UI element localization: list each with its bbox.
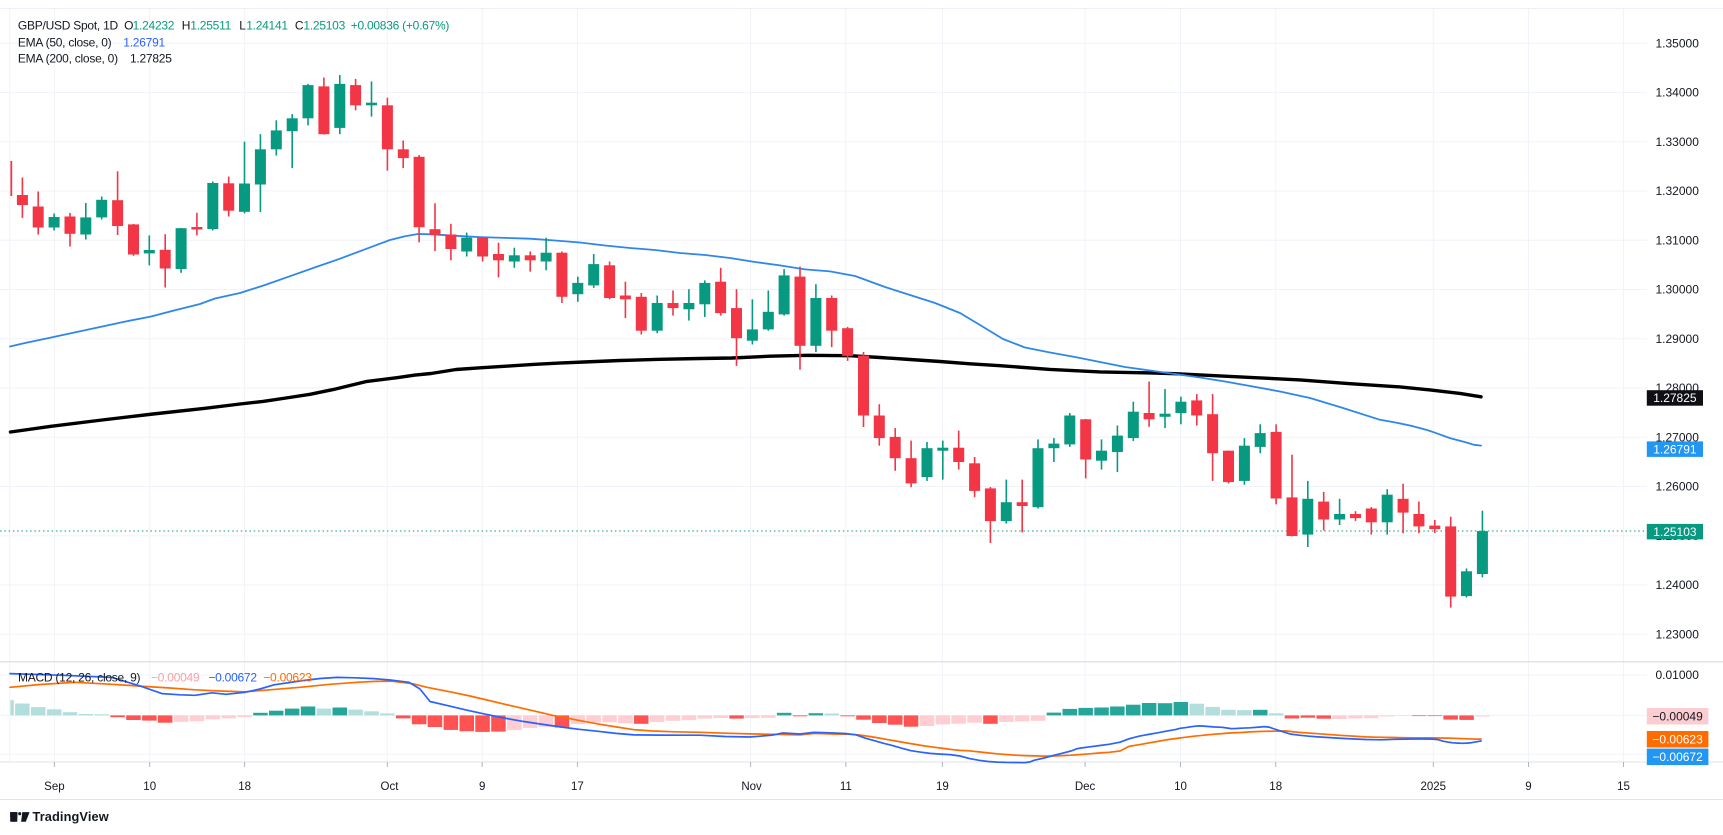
- svg-text:−0.00049: −0.00049: [151, 671, 200, 685]
- svg-text:1.30000: 1.30000: [1656, 283, 1700, 297]
- svg-text:1.24141: 1.24141: [246, 19, 288, 33]
- svg-text:2025: 2025: [1421, 781, 1447, 793]
- svg-text:1.29000: 1.29000: [1656, 332, 1700, 346]
- svg-text:1.26791: 1.26791: [1653, 442, 1697, 456]
- svg-text:−0.00672: −0.00672: [208, 671, 257, 685]
- svg-text:−0.00623: −0.00623: [1652, 733, 1703, 747]
- svg-text:Sep: Sep: [44, 781, 64, 793]
- svg-text:9: 9: [479, 781, 485, 793]
- svg-text:18: 18: [238, 781, 251, 793]
- svg-text:1.32000: 1.32000: [1656, 184, 1700, 198]
- svg-text:1.24000: 1.24000: [1656, 578, 1700, 592]
- svg-text:O: O: [124, 19, 133, 33]
- svg-text:1.31000: 1.31000: [1656, 233, 1700, 247]
- svg-text:1.33000: 1.33000: [1656, 135, 1700, 149]
- svg-text:0.01000: 0.01000: [1656, 668, 1700, 682]
- svg-text:19: 19: [936, 781, 949, 793]
- svg-text:10: 10: [1174, 781, 1187, 793]
- svg-text:Nov: Nov: [741, 781, 762, 793]
- svg-text:1.26000: 1.26000: [1656, 480, 1700, 494]
- svg-text:1.23000: 1.23000: [1656, 627, 1700, 641]
- svg-text:1.25511: 1.25511: [190, 19, 231, 33]
- svg-text:11: 11: [840, 781, 852, 793]
- svg-text:18: 18: [1269, 781, 1282, 793]
- svg-text:H: H: [182, 19, 190, 33]
- svg-text:MACD (12, 26, close, 9): MACD (12, 26, close, 9): [18, 671, 141, 685]
- svg-text:Dec: Dec: [1075, 781, 1096, 793]
- svg-text:GBP/USD Spot, 1D: GBP/USD Spot, 1D: [18, 19, 119, 33]
- svg-text:10: 10: [143, 781, 156, 793]
- svg-text:1.25103: 1.25103: [1653, 525, 1697, 539]
- svg-text:−0.00672: −0.00672: [1652, 750, 1703, 764]
- svg-text:TradingView: TradingView: [33, 809, 109, 824]
- svg-text:1.35000: 1.35000: [1656, 36, 1700, 50]
- svg-text:1.25103: 1.25103: [303, 19, 345, 33]
- svg-text:1.27825: 1.27825: [130, 52, 172, 66]
- svg-text:1.26791: 1.26791: [123, 36, 165, 50]
- svg-text:L: L: [239, 19, 246, 33]
- svg-text:1.34000: 1.34000: [1656, 86, 1700, 100]
- svg-text:EMA (50, close, 0): EMA (50, close, 0): [18, 36, 112, 50]
- svg-text:Oct: Oct: [381, 781, 400, 793]
- svg-text:EMA (200, close, 0): EMA (200, close, 0): [18, 52, 118, 66]
- svg-text:−0.00049: −0.00049: [1652, 709, 1703, 723]
- svg-text:1.24232: 1.24232: [133, 19, 175, 33]
- svg-text:+0.00836 (+0.67%): +0.00836 (+0.67%): [351, 19, 450, 33]
- svg-text:17: 17: [571, 781, 584, 793]
- svg-text:−0.00623: −0.00623: [263, 671, 312, 685]
- svg-text:9: 9: [1525, 781, 1531, 793]
- svg-text:C: C: [295, 19, 304, 33]
- svg-text:1.27000: 1.27000: [1656, 430, 1700, 444]
- svg-text:1.27825: 1.27825: [1653, 391, 1697, 405]
- svg-text:15: 15: [1617, 781, 1630, 793]
